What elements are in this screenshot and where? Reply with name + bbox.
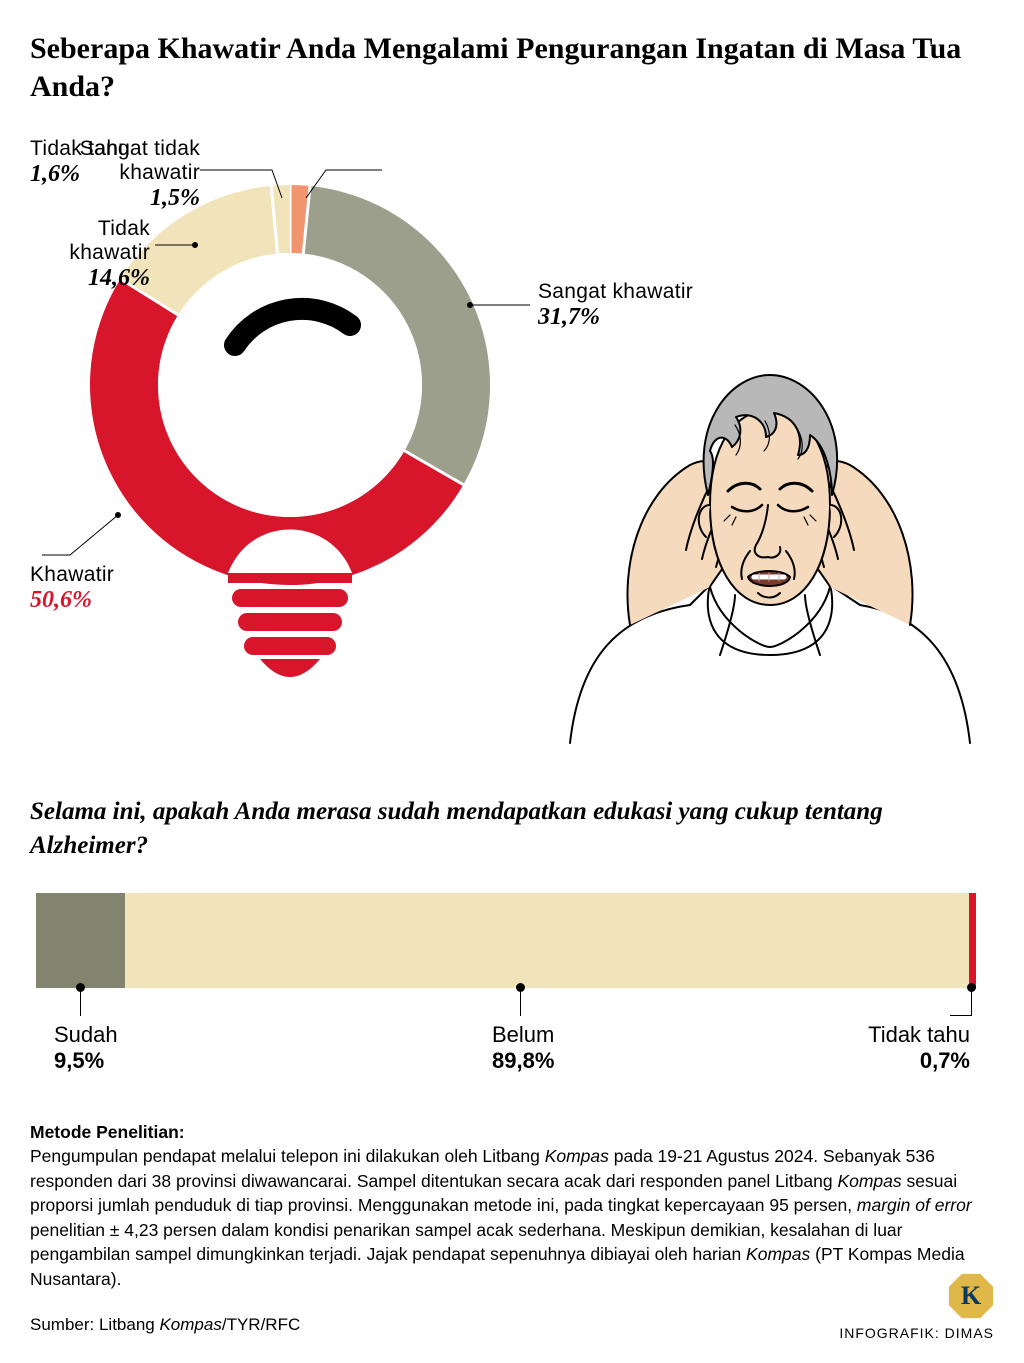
hbar-seg-sudah <box>36 893 125 988</box>
hbar-seg-tidak_tahu <box>969 893 976 988</box>
footer-credit: K INFOGRAFIK: DIMAS <box>839 1273 994 1341</box>
kompas-logo-icon: K <box>948 1273 994 1319</box>
bar-label-belum: Belum 89,8% <box>492 1022 554 1074</box>
stacked-bar-chart <box>36 893 976 988</box>
hbar-seg-belum <box>125 893 969 988</box>
sub-question: Selama ini, apakah Anda merasa sudah men… <box>30 795 994 863</box>
methodology: Metode Penelitian: Pengumpulan pendapat … <box>30 1120 994 1292</box>
worried-man-illustration <box>560 355 980 745</box>
donut-chart-area: Sangat tidak khawatir 1,5% Tidak tahu 1,… <box>30 135 990 755</box>
seg-label-sangat-khawatir: Sangat khawatir 31,7% <box>538 280 693 331</box>
bar-label-sudah: Sudah 9,5% <box>54 1022 118 1074</box>
seg-label-khawatir: Khawatir 50,6% <box>30 563 114 614</box>
seg-label-tidak-tahu: Tidak tahu 1,6% <box>30 137 130 188</box>
page-title: Seberapa Khawatir Anda Mengalami Pengura… <box>30 30 994 105</box>
seg-label-tidak-khawatir: Tidak khawatir 14,6% <box>30 217 150 292</box>
bar-label-tidak-tahu: Tidak tahu 0,7% <box>868 1022 970 1074</box>
bar-labels: Sudah 9,5% Belum 89,8% Tidak tahu 0,7% <box>30 988 970 1098</box>
